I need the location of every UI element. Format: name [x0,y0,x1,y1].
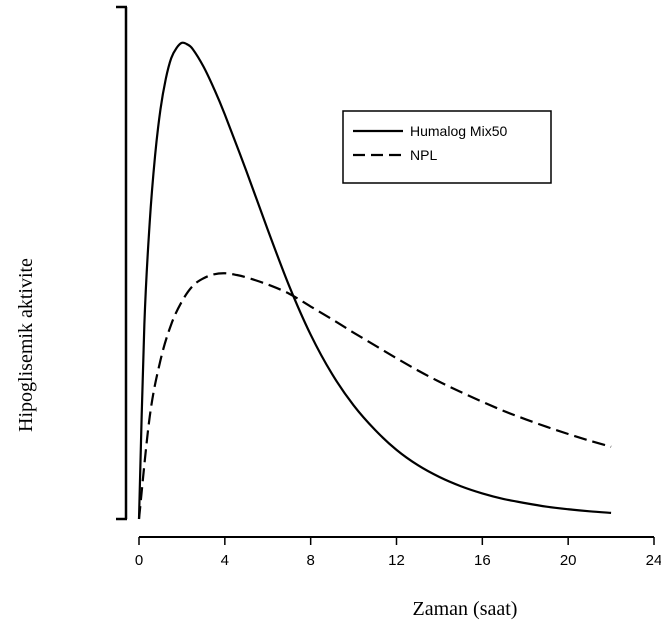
x-tick-label-20: 20 [560,552,577,569]
x-tick-label-4: 4 [221,552,229,569]
series-layer [137,41,612,520]
x-axis-title: Zaman (saat) [413,598,518,620]
x-axis: 0 4 8 12 16 20 24 [135,536,661,569]
series-line-humalog-mix50 [137,41,612,520]
legend: Humalog Mix50 NPL [342,110,552,184]
x-tick-label-0: 0 [135,552,143,569]
y-axis [116,5,128,521]
x-tick-label-12: 12 [388,552,405,569]
x-tick-label-8: 8 [306,552,314,569]
legend-box [342,110,552,184]
y-axis-title: Hipoglisemik aktivite [15,258,37,432]
x-tick-label-24: 24 [646,552,661,569]
legend-label-npl: NPL [410,147,437,163]
x-tick-label-16: 16 [474,552,491,569]
legend-label-humalog-mix50: Humalog Mix50 [410,123,507,139]
series-line-npl [137,272,612,520]
